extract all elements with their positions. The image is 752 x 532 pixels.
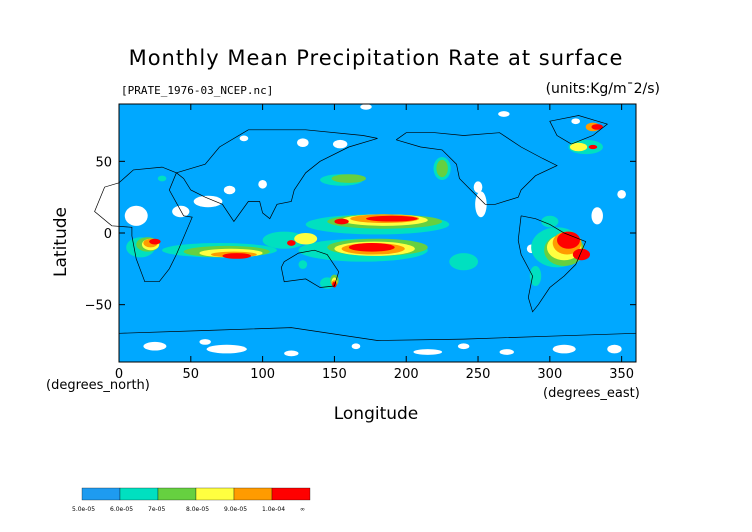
precip-region <box>557 231 580 249</box>
precip-region <box>149 238 161 245</box>
precip-region <box>572 248 591 261</box>
coastline <box>280 249 340 288</box>
precip-region <box>366 215 418 222</box>
precip-region <box>351 343 361 350</box>
precip-region <box>413 349 443 355</box>
precip-region <box>457 343 470 350</box>
coastline <box>517 215 587 313</box>
colorbar-label: 7e-05 <box>148 506 166 513</box>
precip-region <box>193 195 223 208</box>
precip-region <box>529 265 542 287</box>
colorbar-swatch <box>157 487 197 501</box>
units-label: (units:Kg/m¯2/s) <box>545 81 660 97</box>
x-tick-label: 250 <box>466 367 491 382</box>
y-tick-label: 50 <box>95 155 112 170</box>
precip-region <box>332 139 348 149</box>
precip-region <box>284 350 299 357</box>
y-axis-label: Latitude <box>51 207 71 277</box>
x-tick-label: 350 <box>609 367 634 382</box>
x-tick-label: 0 <box>115 367 123 382</box>
precip-region <box>206 344 247 354</box>
colorbar-swatch <box>233 487 273 501</box>
colorbar-label: 1.0e-04 <box>262 506 286 513</box>
x-tick-label: 150 <box>322 367 347 382</box>
precip-region <box>475 191 487 218</box>
precip-region <box>297 138 309 147</box>
coastline <box>118 327 637 341</box>
precip-region <box>449 253 479 271</box>
precip-region <box>498 111 510 117</box>
colorbar-swatch <box>119 487 159 501</box>
precip-region <box>436 159 448 178</box>
colorbar-label: 6.0e-05 <box>110 506 134 513</box>
x-tick-label: 300 <box>537 367 562 382</box>
x-tick-label: 100 <box>250 367 275 382</box>
x-tick-label: 200 <box>394 367 419 382</box>
precip-region <box>607 344 622 354</box>
precip-region <box>569 142 588 152</box>
precip-region <box>294 233 318 245</box>
precip-region <box>199 339 211 345</box>
colorbar-swatch <box>81 487 121 501</box>
precip-region <box>332 281 337 288</box>
precip-region <box>334 218 349 225</box>
precip-region <box>473 181 483 193</box>
precip-region <box>552 344 576 354</box>
precip-region <box>143 341 167 351</box>
colorbar-label: 8.0e-05 <box>186 506 210 513</box>
precip-region <box>172 205 190 218</box>
chart-title: Monthly Mean Precipitation Rate at surfa… <box>128 46 624 70</box>
precip-region <box>617 190 626 199</box>
precip-region <box>157 175 167 182</box>
precip-region <box>258 179 267 189</box>
precip-region <box>331 174 367 183</box>
precip-region <box>499 349 514 355</box>
colorbar-label: ∞ <box>300 506 305 513</box>
colorbar-label: 5.0e-05 <box>72 506 96 513</box>
precip-region <box>588 144 598 150</box>
precip-region <box>222 253 252 259</box>
coastline <box>94 166 193 283</box>
file-label: [PRATE_1976-03_NCEP.nc] <box>121 84 274 97</box>
y-tick-label: −50 <box>85 299 112 314</box>
precip-region <box>298 260 308 269</box>
colorbar-label: 9.0e-05 <box>224 506 248 513</box>
y-axis-unit: (degrees_north) <box>46 378 150 393</box>
precip-region <box>591 207 603 225</box>
precip-region <box>360 104 372 110</box>
x-axis-unit: (degrees_east) <box>543 386 640 401</box>
precip-region <box>223 185 236 195</box>
x-tick-label: 50 <box>183 367 200 382</box>
precip-region <box>591 124 603 130</box>
precip-region <box>541 215 559 228</box>
precip-region <box>124 205 148 226</box>
coastline <box>549 115 609 145</box>
precip-region <box>287 240 296 246</box>
precip-region <box>348 243 395 252</box>
colorbar-swatch <box>195 487 235 501</box>
precip-region <box>571 118 580 125</box>
coastline <box>176 129 378 223</box>
y-tick-label: 0 <box>104 227 112 242</box>
x-axis-label: Longitude <box>333 404 419 424</box>
coastline <box>395 132 558 205</box>
colorbar-swatch <box>271 487 311 501</box>
precip-region <box>239 135 249 142</box>
